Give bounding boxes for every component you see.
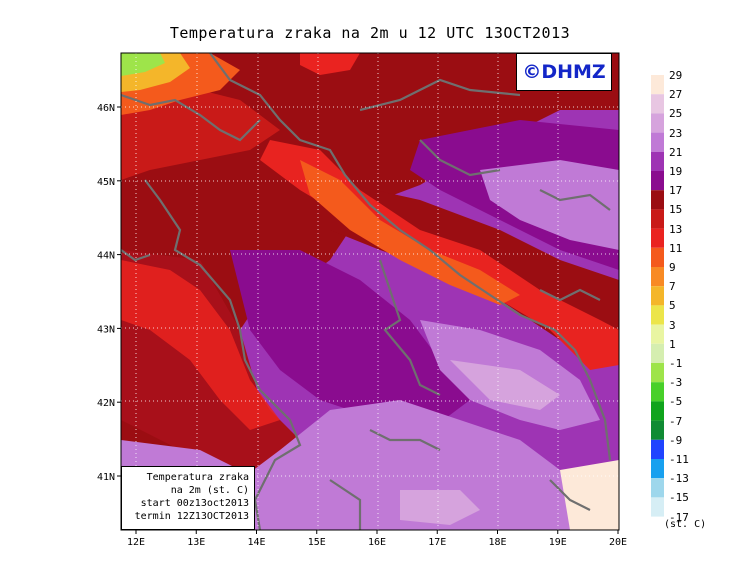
- lat-tick-label: 44N: [97, 251, 115, 262]
- colorbar-label: 7: [669, 280, 676, 294]
- lat-tick-label: 43N: [97, 324, 115, 335]
- info-line-4: termin 12Z13OCT2013: [134, 511, 249, 522]
- colorbar-label: 13: [669, 222, 683, 236]
- colorbar-label: -17: [669, 510, 689, 524]
- lon-tick-label: 14E: [247, 537, 265, 548]
- longitude-axis: 12E 13E 14E 15E 16E 17E 18E 19E 20E: [127, 530, 627, 548]
- colorbar-swatch: [651, 382, 664, 402]
- colorbar-swatch: [651, 171, 664, 191]
- lon-tick-label: 15E: [308, 537, 326, 548]
- colorbar-label: 15: [669, 203, 683, 217]
- colorbar-swatch: [651, 401, 664, 421]
- lon-tick-label: 13E: [187, 537, 205, 548]
- colorbar-swatch: [651, 113, 664, 133]
- colorbar-label: 23: [669, 126, 683, 140]
- info-box: Temperatura zraka na 2m (st. C) start 00…: [121, 466, 255, 530]
- colorbar-label: 9: [669, 261, 676, 274]
- colorbar-label: 17: [669, 184, 683, 198]
- colorbar-label: -3: [669, 376, 683, 390]
- colorbar-swatch: [651, 459, 664, 479]
- lon-tick-label: 16E: [368, 537, 386, 548]
- plot-frame: [120, 52, 620, 531]
- colorbar: [651, 75, 664, 517]
- colorbar-label: 29: [669, 69, 683, 82]
- lon-tick-label: 18E: [488, 537, 506, 548]
- colorbar-swatch: [651, 363, 664, 383]
- colorbar-label: 11: [669, 241, 683, 255]
- colorbar-swatch: [651, 132, 664, 152]
- colorbar-label: 5: [669, 299, 676, 313]
- colorbar-label: 25: [669, 107, 683, 121]
- colorbar-label: -13: [669, 472, 689, 486]
- colorbar-label: -9: [669, 433, 683, 447]
- lat-tick-label: 45N: [97, 177, 115, 188]
- colorbar-swatch: [651, 190, 664, 210]
- lon-tick-label: 12E: [127, 537, 145, 548]
- lat-tick-label: 46N: [97, 103, 115, 114]
- colorbar-swatch: [651, 343, 664, 363]
- temperature-field: [121, 53, 619, 530]
- lat-tick-label: 41N: [97, 472, 115, 483]
- colorbar-label: 19: [669, 165, 683, 178]
- colorbar-label: 1: [669, 337, 676, 351]
- colorbar-swatch: [651, 267, 664, 287]
- colorbar-label: -5: [669, 395, 683, 409]
- colorbar-swatch: [651, 228, 664, 248]
- colorbar-label: -7: [669, 414, 683, 428]
- colorbar-swatch: [651, 420, 664, 440]
- latitude-axis: 46N 45N 44N 43N 42N 41N: [97, 103, 121, 483]
- map-title: Temperatura zraka na 2m u 12 UTC 13OCT20…: [169, 24, 571, 42]
- colorbar-label: 3: [669, 318, 676, 332]
- colorbar-swatch: [651, 305, 664, 325]
- lat-tick-label: 42N: [97, 398, 115, 409]
- colorbar-swatch: [651, 94, 664, 114]
- colorbar-label: -11: [669, 453, 689, 466]
- lon-tick-label: 19E: [549, 537, 567, 548]
- colorbar-swatch: [651, 478, 664, 498]
- colorbar-label: 27: [669, 88, 683, 102]
- colorbar-swatch: [651, 75, 664, 95]
- info-line-2: na 2m (st. C): [170, 485, 249, 496]
- colorbar-swatch: [651, 286, 664, 306]
- colorbar-label: -15: [669, 491, 689, 505]
- lon-tick-label: 20E: [609, 537, 627, 548]
- colorbar-swatch: [651, 209, 664, 229]
- info-line-1: Temperatura zraka: [146, 472, 249, 483]
- lon-tick-label: 17E: [428, 537, 446, 548]
- colorbar-label: -1: [669, 357, 683, 370]
- colorbar-label: 21: [669, 145, 683, 159]
- coastline: [121, 53, 612, 530]
- info-line-3: start 00z13oct2013: [140, 498, 249, 509]
- dhmz-logo: ©DHMZ: [516, 53, 612, 91]
- colorbar-swatch: [651, 151, 664, 171]
- colorbar-swatch: [651, 439, 664, 459]
- colorbar-units: (st. C): [664, 519, 707, 530]
- colorbar-swatch: [651, 497, 664, 517]
- graticule: [121, 53, 619, 530]
- colorbar-swatch: [651, 324, 664, 344]
- colorbar-swatch: [651, 247, 664, 267]
